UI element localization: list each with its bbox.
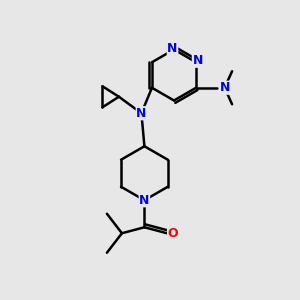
Text: N: N <box>219 81 230 94</box>
Text: N: N <box>167 41 178 55</box>
Text: N: N <box>192 54 203 67</box>
Text: O: O <box>168 227 178 240</box>
Text: N: N <box>139 194 150 207</box>
Text: N: N <box>136 107 147 120</box>
